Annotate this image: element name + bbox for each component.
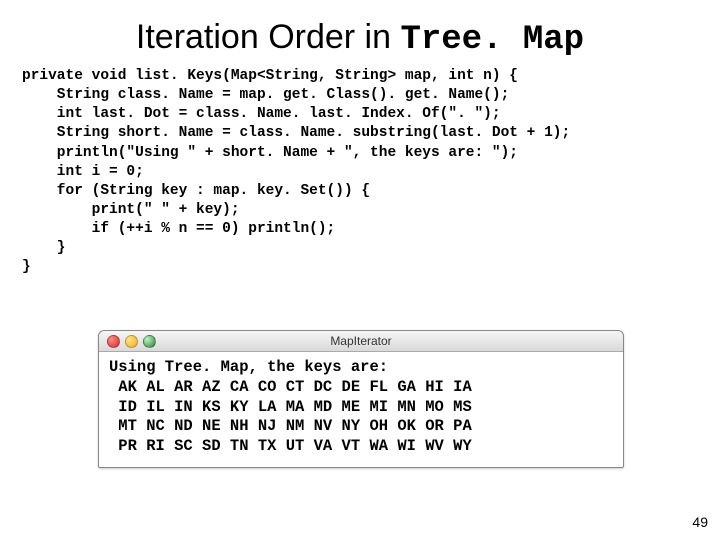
window-titlebar: MapIterator [99, 331, 623, 352]
title-code: Tree. Map [400, 21, 584, 59]
title-text: Iteration Order in [136, 18, 401, 56]
close-icon[interactable] [107, 335, 120, 348]
page-number: 49 [692, 514, 708, 530]
code-listing: private void list. Keys(Map<String, Stri… [0, 67, 720, 277]
traffic-light-buttons [99, 335, 156, 348]
slide-title: Iteration Order in Tree. Map [0, 0, 720, 67]
slide: Iteration Order in Tree. Map private voi… [0, 0, 720, 540]
output-window: MapIterator Using Tree. Map, the keys ar… [98, 330, 624, 468]
zoom-icon[interactable] [143, 335, 156, 348]
minimize-icon[interactable] [125, 335, 138, 348]
window-title: MapIterator [99, 334, 623, 348]
window-output: Using Tree. Map, the keys are: AK AL AR … [99, 352, 623, 467]
